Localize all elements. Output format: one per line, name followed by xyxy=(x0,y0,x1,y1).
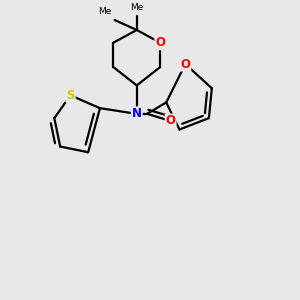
Text: S: S xyxy=(66,89,75,102)
Text: O: O xyxy=(180,58,190,70)
Text: O: O xyxy=(166,115,176,128)
Text: Me: Me xyxy=(98,7,112,16)
Text: O: O xyxy=(155,36,165,49)
Text: N: N xyxy=(132,107,142,120)
Text: Me: Me xyxy=(130,2,143,11)
